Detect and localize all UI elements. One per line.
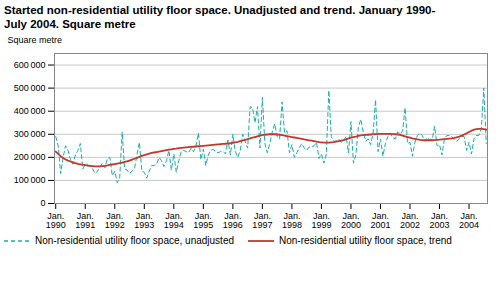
svg-text:Jan.2001: Jan.2001	[370, 211, 390, 230]
svg-text:Jan.2003: Jan.2003	[430, 211, 450, 230]
svg-text:Jan.1994: Jan.1994	[164, 211, 184, 230]
svg-text:Jan.2000: Jan.2000	[341, 211, 361, 230]
svg-text:Jan.1995: Jan.1995	[193, 211, 213, 230]
html-text:Started non-residential utilit: Started non-residential utility floor sp…	[4, 4, 436, 30]
svg-text:Square metre: Square metre	[8, 35, 63, 45]
svg-text:Jan.1992: Jan.1992	[105, 211, 125, 230]
svg-text:Jan.1991: Jan.1991	[75, 211, 95, 230]
svg-text:Jan.2004: Jan.2004	[459, 211, 479, 230]
html-text:Non-residential utility floor: Non-residential utility floor space, una…	[35, 235, 234, 246]
svg-text:Jan.1997: Jan.1997	[252, 211, 272, 230]
svg-text:400 000: 400 000	[14, 106, 46, 116]
svg-text:Jan.1999: Jan.1999	[311, 211, 331, 230]
svg-text:100 000: 100 000	[14, 175, 46, 185]
svg-text:600 000: 600 000	[14, 60, 46, 70]
svg-text:300 000: 300 000	[14, 129, 46, 139]
svg-text:200 000: 200 000	[14, 152, 46, 162]
svg-text:Jan.1996: Jan.1996	[223, 211, 243, 230]
svg-text:Jan.1993: Jan.1993	[134, 211, 154, 230]
html-text:Non-residential utility floor: Non-residential utility floor space, tre…	[279, 235, 452, 246]
svg-text:500 000: 500 000	[14, 83, 46, 93]
svg-text:Jan.1998: Jan.1998	[282, 211, 302, 230]
svg-text:Jan.1990: Jan.1990	[46, 211, 66, 230]
svg-text:Jan.2002: Jan.2002	[400, 211, 420, 230]
svg-text:0: 0	[40, 198, 45, 208]
